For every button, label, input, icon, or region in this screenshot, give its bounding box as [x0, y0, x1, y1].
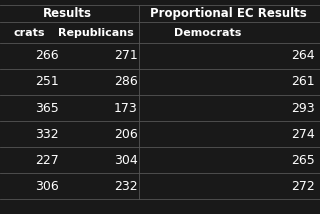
- Text: 286: 286: [114, 76, 138, 88]
- Text: 232: 232: [114, 180, 138, 193]
- Text: 251: 251: [36, 76, 59, 88]
- Text: Proportional EC Results: Proportional EC Results: [150, 7, 307, 20]
- Text: 261: 261: [292, 76, 315, 88]
- Text: Results: Results: [43, 7, 92, 20]
- Text: 264: 264: [292, 49, 315, 62]
- Text: 227: 227: [36, 154, 59, 167]
- Text: 266: 266: [36, 49, 59, 62]
- Text: 274: 274: [292, 128, 315, 141]
- Text: 271: 271: [114, 49, 138, 62]
- Text: Republicans: Republicans: [58, 28, 134, 38]
- Text: 332: 332: [36, 128, 59, 141]
- Text: 272: 272: [292, 180, 315, 193]
- Text: 265: 265: [292, 154, 315, 167]
- Text: 365: 365: [36, 102, 59, 114]
- Text: 206: 206: [114, 128, 138, 141]
- Text: 306: 306: [36, 180, 59, 193]
- Text: 173: 173: [114, 102, 138, 114]
- Text: 304: 304: [114, 154, 138, 167]
- Text: 293: 293: [292, 102, 315, 114]
- Text: crats: crats: [13, 28, 44, 38]
- Text: Democrats: Democrats: [174, 28, 242, 38]
